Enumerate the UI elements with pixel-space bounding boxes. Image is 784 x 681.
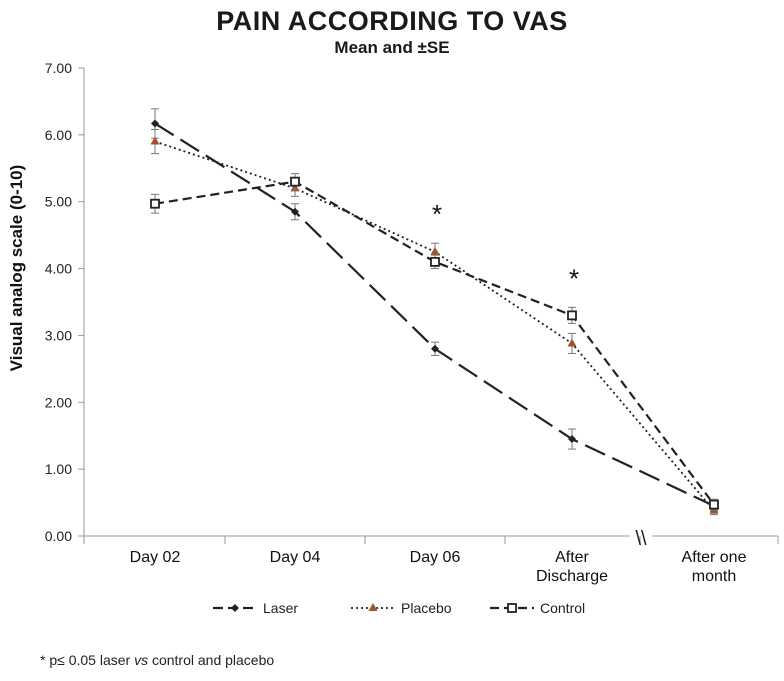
legend-item-control: Control (490, 600, 585, 616)
x-tick-label-line: Discharge (536, 568, 608, 585)
x-tick-label-line: After one (682, 549, 747, 566)
axes: \\ (78, 67, 779, 550)
marker-square (430, 256, 440, 267)
marker-triangle (567, 338, 577, 347)
x-tick-label: After Discharge (536, 549, 608, 585)
marker-diamond (568, 435, 576, 444)
y-tick-label: 5.00 (45, 194, 72, 210)
legend: Laser Placebo Control (213, 600, 585, 616)
y-tick-label: 6.00 (45, 127, 72, 143)
marker-square (709, 499, 719, 510)
footnote-prefix: * p≤ 0.05 laser (40, 652, 135, 668)
x-tick-labels: Day 02 Day 04 Day 06 After Discharge After on… (130, 549, 747, 585)
legend-label: Laser (263, 600, 298, 616)
x-tick-label: Day 02 (130, 549, 181, 566)
significance-asterisk: * (569, 263, 579, 293)
marker-square (150, 198, 160, 209)
marker-triangle (150, 136, 160, 145)
marker-square (567, 310, 577, 321)
series-layer: ** (150, 108, 719, 516)
y-tick-label: 0.00 (45, 528, 72, 544)
footnote: * p≤ 0.05 laser vs control and placebo (40, 652, 274, 668)
marker-diamond (231, 604, 239, 612)
marker-square (507, 603, 517, 613)
axis-break-symbol: \\ (635, 528, 647, 550)
series-line-laser (154, 122, 715, 507)
x-tick-label-line: After (555, 549, 589, 566)
y-tick-labels: 0.00 1.00 2.00 3.00 4.00 5.00 6.00 7.00 (45, 60, 72, 544)
chart-subtitle: Mean and ±SE (334, 38, 450, 57)
marker-diamond (291, 207, 299, 216)
legend-label: Placebo (401, 600, 452, 616)
x-tick-label: Day 04 (270, 549, 321, 566)
footnote-vs: vs (134, 652, 149, 668)
x-tick-label-line: Day 04 (270, 549, 321, 566)
legend-item-laser: Laser (213, 600, 298, 616)
footnote-suffix: control and placebo (148, 652, 275, 668)
series-line-placebo (154, 140, 715, 512)
marker-diamond (151, 119, 159, 128)
marker-triangle (430, 246, 440, 255)
y-tick-label: 1.00 (45, 461, 72, 477)
x-tick-label-line: Day 02 (130, 549, 181, 566)
y-tick-label: 4.00 (45, 261, 72, 277)
marker-diamond (431, 344, 439, 353)
significance-asterisk: * (432, 199, 442, 229)
marker-triangle (368, 603, 378, 611)
legend-label: Control (540, 600, 585, 616)
y-tick-label: 2.00 (45, 394, 72, 410)
x-tick-label: Day 06 (410, 549, 461, 566)
marker-square (290, 176, 300, 187)
y-axis-label: Visual analog scale (0-10) (7, 165, 26, 372)
series-control (150, 173, 719, 511)
y-tick-label: 7.00 (45, 60, 72, 76)
x-tick-label-line: Day 06 (410, 549, 461, 566)
series-placebo (150, 129, 719, 516)
y-tick-label: 3.00 (45, 327, 72, 343)
chart-title: PAIN ACCORDING TO VAS (216, 6, 568, 36)
vas-line-chart: \\ 0.00 1.00 2.00 3.00 4.00 5.00 6.00 7.00 Day … (7, 60, 779, 616)
x-tick-label: After one month (682, 549, 747, 585)
legend-item-placebo: Placebo (351, 600, 452, 616)
x-tick-label-line: month (692, 568, 736, 585)
